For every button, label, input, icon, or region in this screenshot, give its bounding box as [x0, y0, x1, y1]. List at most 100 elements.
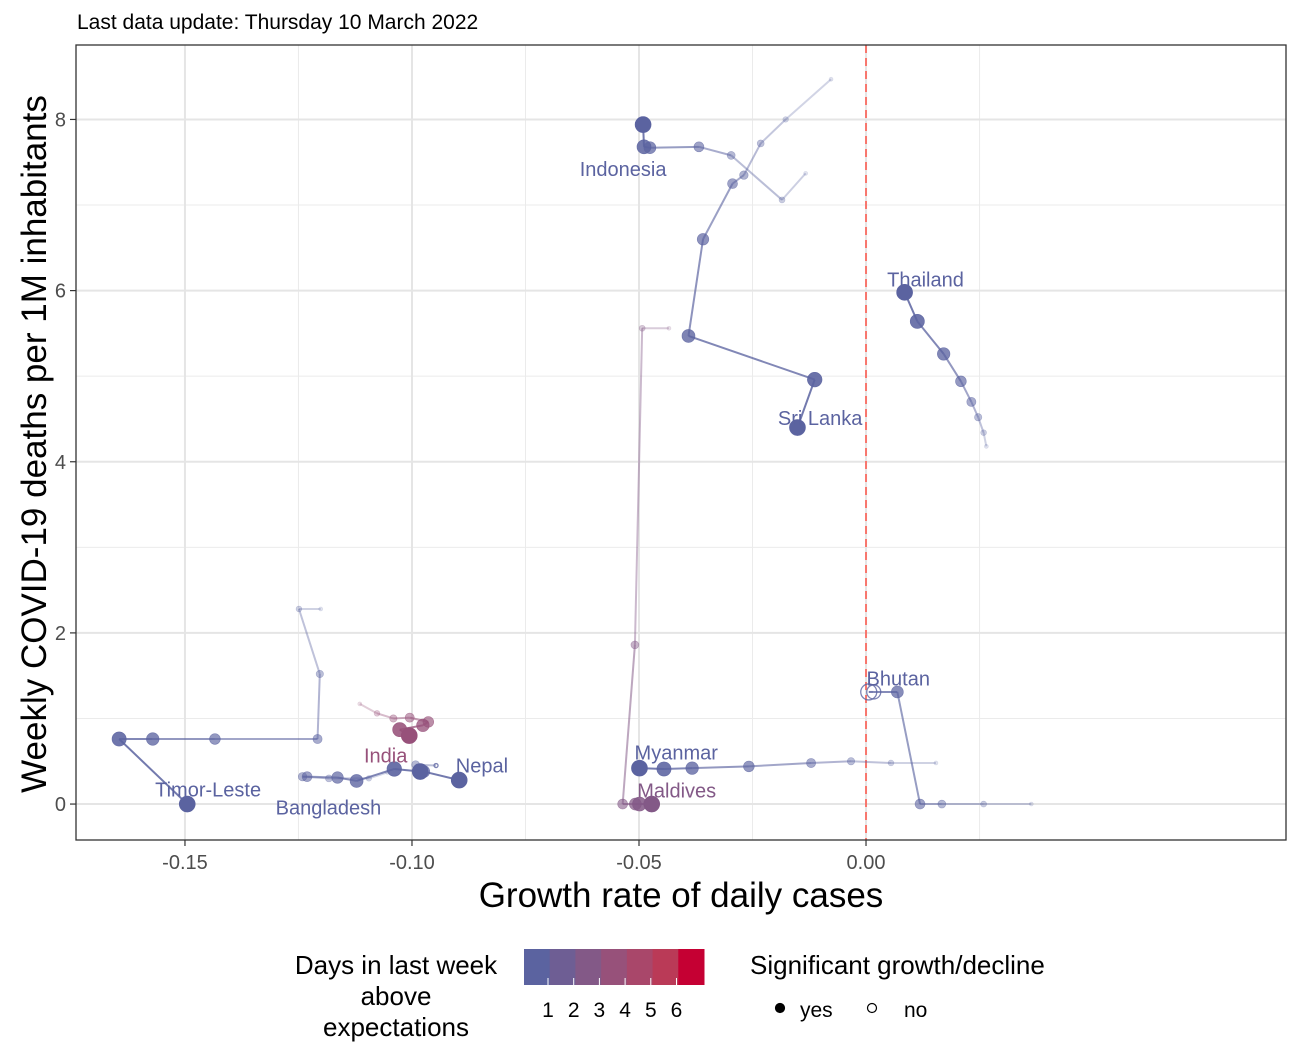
trajectory-segment — [376, 712, 394, 720]
series-india — [357, 701, 435, 744]
data-point — [349, 774, 364, 788]
data-point — [743, 760, 755, 773]
trajectory-segment — [896, 691, 922, 805]
colorbar-tick-label: 4 — [619, 999, 631, 1022]
colorbar-tick-label: 1 — [542, 999, 554, 1022]
trajectory-segment — [368, 771, 388, 780]
y-axis: 0 2 4 6 8 — [55, 109, 76, 816]
legend-filled-dot — [774, 1002, 786, 1014]
label-bangladesh: Bangladesh — [276, 797, 382, 819]
x-axis-title: Growth rate of daily cases — [479, 876, 884, 915]
data-point — [295, 605, 303, 613]
label-thailand: Thailand — [887, 269, 964, 291]
data-point — [980, 429, 987, 436]
data-point — [404, 712, 415, 723]
colorbar-swatch — [652, 949, 679, 985]
series-myanmar — [631, 757, 939, 777]
data-point — [178, 795, 196, 813]
label-indonesia: Indonesia — [580, 159, 668, 181]
trajectory-segment — [982, 432, 988, 447]
data-point — [1028, 801, 1034, 807]
trajectory-segment — [359, 703, 378, 715]
data-point — [806, 758, 816, 768]
color-legend-title-line-2: above — [361, 981, 432, 1011]
y-tick-label: 8 — [55, 109, 66, 131]
data-point — [891, 685, 904, 699]
shape-legend-label: no — [904, 999, 927, 1022]
data-point — [146, 732, 160, 746]
label-sri-lanka: Sri Lanka — [778, 408, 863, 430]
label-maldives: Maldives — [637, 780, 716, 802]
data-point — [331, 771, 344, 784]
series-indonesia — [681, 76, 834, 436]
x-axis: -0.15 -0.10 -0.05 0.00 — [162, 840, 885, 874]
data-point — [933, 760, 939, 766]
panel-background — [76, 45, 1286, 840]
x-tick-label: 0.00 — [847, 852, 886, 874]
series-bangladesh — [297, 761, 429, 788]
trajectory-segment — [702, 183, 734, 240]
data-point — [630, 640, 640, 650]
data-point — [984, 444, 989, 449]
trajectory-segment — [759, 118, 787, 145]
colorbar-swatch — [626, 949, 654, 985]
data-point — [318, 606, 324, 612]
colorbar-swatch — [601, 949, 628, 985]
data-point — [643, 795, 661, 813]
color-legend-title-line-1: Days in last week — [295, 950, 498, 980]
data-point — [411, 763, 429, 780]
series-thailand — [896, 284, 989, 449]
data-point — [739, 170, 749, 180]
data-point — [828, 76, 834, 82]
data-point — [400, 727, 418, 744]
data-point — [685, 761, 699, 775]
trajectory-segment — [649, 145, 699, 149]
data-point — [631, 759, 648, 777]
data-point — [778, 196, 786, 204]
data-point — [955, 375, 967, 388]
data-point — [909, 314, 925, 329]
data-point — [782, 116, 789, 123]
data-point — [887, 759, 895, 767]
y-axis-title: Weekly COVID-19 deaths per 1M inhabitant… — [15, 95, 54, 793]
data-point — [937, 347, 951, 361]
data-point — [847, 757, 856, 766]
data-point — [860, 683, 878, 701]
plot-panel — [76, 45, 1286, 840]
label-nepal: Nepal — [456, 756, 508, 778]
data-point — [656, 761, 672, 777]
series-layer — [111, 76, 1034, 813]
data-point — [450, 771, 468, 789]
shape-legend-title: Significant growth/decline — [750, 950, 1045, 980]
trajectory-segment — [118, 738, 188, 805]
legend-open-dot — [866, 1002, 878, 1014]
x-tick-label: -0.15 — [162, 852, 208, 874]
shape-legend-items: yes no — [774, 999, 927, 1022]
colorbar-tick-label: 5 — [645, 999, 657, 1022]
colorbar-swatch — [524, 949, 551, 985]
colorbar-swatch — [575, 949, 602, 985]
data-point — [312, 734, 323, 744]
colorbar-swatch — [678, 949, 705, 985]
data-point — [693, 141, 705, 153]
trajectory-segment — [743, 142, 762, 176]
trajectory-segment — [850, 760, 892, 764]
data-point — [789, 419, 806, 436]
colorbar-tick-label: 6 — [671, 999, 683, 1022]
label-india: India — [364, 745, 408, 767]
data-point — [416, 718, 430, 732]
data-point — [666, 325, 672, 331]
series-indonesia — [634, 116, 808, 204]
shape-legend-label: yes — [800, 999, 833, 1022]
panel-border — [75, 44, 1287, 841]
y-tick-label: 4 — [55, 452, 66, 474]
colorbar-tick-label: 3 — [594, 999, 606, 1022]
data-point — [756, 139, 765, 148]
trajectory-segment — [316, 673, 321, 740]
trajectory-segment — [698, 145, 732, 157]
data-point — [111, 731, 127, 747]
trajectory-segment — [977, 416, 985, 433]
